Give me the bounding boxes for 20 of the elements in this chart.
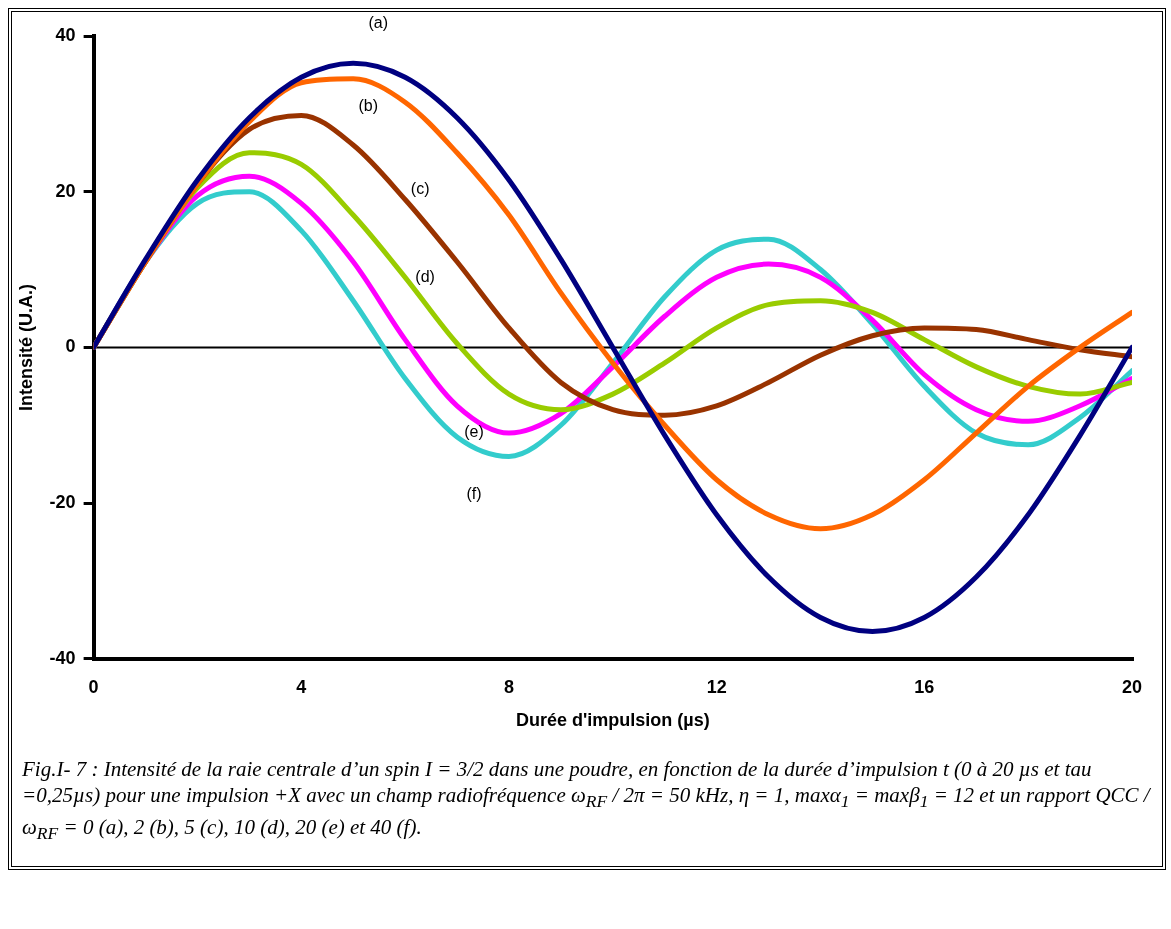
x-tick-label: 16 — [914, 676, 935, 697]
x-tick-label: 4 — [296, 676, 307, 697]
x-tick-label: 0 — [88, 676, 99, 697]
x-tick-label: 8 — [503, 676, 514, 697]
y-tick-label: 20 — [55, 180, 76, 201]
y-tick-label: 0 — [65, 336, 76, 357]
series-label: (e) — [464, 423, 484, 441]
text: Fig.I- 7 : Intensité de la raie centrale d’un spin I = 3/2 dans une poudre, en fonction de la durée d’impulsion t (0 à 20 µs et tau =0,25µs) pour une impulsion +X avec un champ radiofréquence ω$_{RF}$ / 2π = 50 kHz, η = 1, maxα$_{1}$ = maxβ$_{1}$ = 12 et un rapport QCC / ω$_{RF}$ = 0 (a), 2 (b), 5 (c), 10 (d), 20 (e) et 40 (f). — [22, 757, 1150, 844]
series-label: (c) — [410, 179, 430, 197]
y-tick-label: -20 — [49, 492, 76, 513]
text: (a) — [368, 13, 388, 31]
x-tick-label: 20 — [1121, 676, 1143, 697]
series-label: (b) — [358, 97, 378, 115]
y-axis-title: Intensité (U.A.) — [15, 283, 36, 411]
x-tick-label: 12 — [706, 676, 727, 697]
y-tick-label: 40 — [55, 24, 76, 45]
text: (f) — [466, 484, 482, 502]
series-label: (d) — [415, 267, 435, 285]
x-axis-title: Durée d'impulsion (µs) — [515, 710, 710, 731]
y-tick-label: -40 — [49, 647, 76, 668]
